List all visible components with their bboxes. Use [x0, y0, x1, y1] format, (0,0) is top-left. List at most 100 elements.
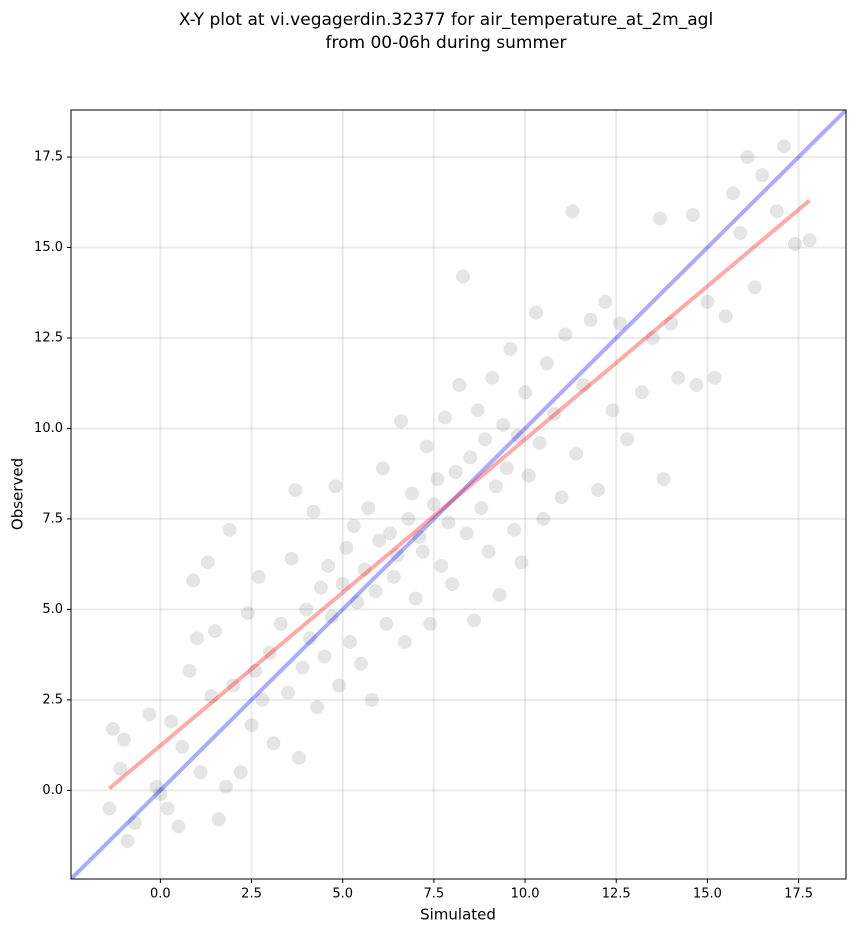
- y-tick-label: 7.5: [42, 511, 63, 526]
- point: [361, 501, 376, 516]
- y-tick-label: 0.0: [42, 783, 63, 798]
- point: [171, 819, 186, 834]
- point: [777, 139, 791, 154]
- point: [558, 327, 573, 342]
- point: [663, 316, 678, 331]
- point: [452, 378, 467, 393]
- point: [423, 616, 438, 631]
- point: [441, 515, 456, 530]
- point: [474, 501, 489, 516]
- x-tick-label: 0.0: [150, 887, 171, 902]
- point: [481, 544, 496, 559]
- x-tick-label: 7.5: [424, 887, 445, 902]
- point: [554, 490, 569, 505]
- point: [222, 522, 237, 537]
- point: [412, 530, 427, 545]
- point: [379, 616, 394, 631]
- y-tick-label: 5.0: [42, 602, 63, 617]
- point: [488, 479, 503, 494]
- fit-line: [71, 110, 846, 879]
- point: [685, 207, 700, 222]
- point: [536, 511, 551, 526]
- point: [459, 526, 474, 541]
- point: [576, 378, 591, 393]
- point: [105, 721, 120, 736]
- point: [434, 558, 449, 573]
- point: [634, 385, 649, 400]
- point: [390, 548, 405, 563]
- point: [186, 573, 201, 588]
- point: [755, 168, 770, 183]
- point: [310, 700, 325, 715]
- point: [397, 634, 412, 649]
- point: [281, 685, 295, 700]
- point: [448, 464, 463, 479]
- point: [700, 294, 715, 309]
- point: [740, 150, 755, 165]
- point: [353, 656, 368, 671]
- point: [620, 432, 635, 447]
- point: [233, 765, 248, 780]
- point: [284, 551, 299, 566]
- point: [317, 649, 332, 664]
- point: [240, 606, 255, 621]
- point: [612, 316, 627, 331]
- x-tick-label: 12.5: [602, 887, 631, 902]
- point: [295, 660, 310, 675]
- point: [707, 370, 722, 385]
- point: [514, 555, 529, 570]
- point: [321, 558, 336, 573]
- point: [437, 410, 452, 425]
- y-axis-label: Observed: [9, 458, 27, 530]
- point: [127, 815, 142, 830]
- point: [288, 482, 303, 497]
- point: [510, 428, 525, 443]
- point: [539, 356, 554, 371]
- x-tick-label: 2.5: [241, 887, 262, 902]
- point: [324, 609, 339, 624]
- point: [175, 739, 190, 754]
- point: [787, 236, 802, 251]
- point: [415, 544, 430, 559]
- point: [518, 385, 533, 400]
- point: [671, 370, 686, 385]
- point: [120, 834, 135, 849]
- point: [226, 678, 241, 693]
- x-tick-label: 10.0: [511, 887, 540, 902]
- point: [328, 479, 343, 494]
- point: [248, 663, 263, 678]
- point: [364, 692, 379, 707]
- point: [769, 204, 784, 219]
- point: [725, 186, 740, 201]
- point: [306, 504, 321, 519]
- point: [302, 631, 317, 646]
- point: [499, 461, 514, 476]
- point: [116, 732, 131, 747]
- point: [255, 692, 270, 707]
- point: [401, 511, 416, 526]
- point: [113, 761, 128, 776]
- point: [346, 519, 361, 534]
- y-tick-label: 10.0: [34, 421, 63, 436]
- point: [244, 718, 259, 733]
- point: [343, 634, 357, 649]
- point: [405, 486, 419, 501]
- point: [605, 403, 620, 418]
- point: [372, 533, 387, 548]
- chart-title: from 00-06h during summer: [326, 33, 567, 53]
- point: [477, 432, 492, 447]
- point: [102, 801, 117, 816]
- point: [802, 233, 817, 248]
- point: [142, 707, 157, 722]
- point: [332, 678, 347, 693]
- point: [160, 801, 175, 816]
- point: [193, 765, 208, 780]
- point: [496, 417, 511, 432]
- point: [419, 439, 434, 454]
- point: [492, 587, 507, 602]
- point: [747, 280, 762, 295]
- x-tick-label: 17.5: [784, 887, 813, 902]
- point: [598, 294, 613, 309]
- point: [189, 631, 204, 646]
- y-tick-label: 17.5: [34, 150, 63, 165]
